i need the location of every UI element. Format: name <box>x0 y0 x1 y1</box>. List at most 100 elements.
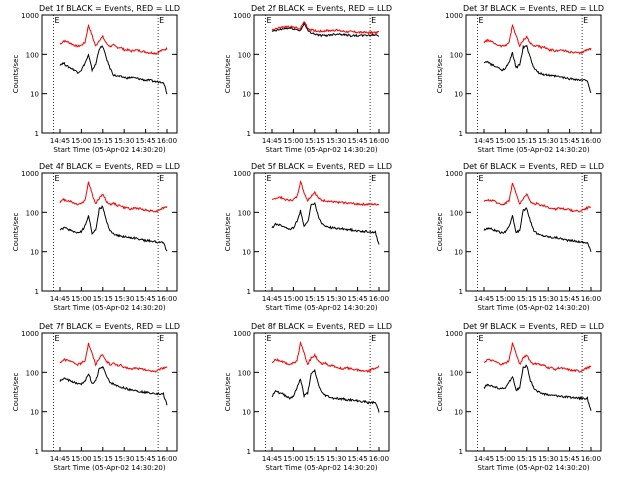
y-tick-label: 1 <box>247 448 251 456</box>
y-tick-label: 10 <box>454 91 463 99</box>
chart-panel-7: Det 7f BLACK = Events, RED = LLD 1 10 100 10… <box>12 322 180 472</box>
edge-marker: E <box>371 16 376 25</box>
series-line-events <box>484 44 592 94</box>
x-tick-label: 15:45 <box>560 455 580 463</box>
x-tick-label: 15:15 <box>305 455 325 463</box>
chart-panel-6: Det 6f BLACK = Events, RED = LLD 1 10 100 10… <box>436 162 604 312</box>
plot-frame <box>253 172 390 292</box>
y-tick-label: 100 <box>26 369 39 377</box>
y-tick-label: 10 <box>30 91 39 99</box>
y-tick-label: 10 <box>242 249 251 257</box>
y-tick-label: 1 <box>459 130 463 138</box>
plot-frame <box>41 332 178 452</box>
edge-marker: E <box>266 174 271 183</box>
x-tick-label: 15:45 <box>348 137 368 145</box>
chart-title: Det 2f BLACK = Events, RED = LLD <box>251 4 392 13</box>
series-line-events <box>483 206 592 252</box>
x-axis-label: Start Time (05-Apr-02 14:30:20) <box>265 304 377 312</box>
series-line-lld <box>483 182 591 213</box>
y-tick-label: 1 <box>35 130 39 138</box>
series-line-events <box>271 22 380 38</box>
edge-marker: E <box>583 16 588 25</box>
y-tick-label: 100 <box>26 209 39 217</box>
y-axis-label: Counts/sec <box>436 55 444 94</box>
chart-title: Det 7f BLACK = Events, RED = LLD <box>39 322 180 331</box>
edge-marker: E <box>371 334 376 343</box>
x-tick-label: 16:00 <box>369 137 389 145</box>
x-axis-label: Start Time (05-Apr-02 14:30:20) <box>53 146 165 154</box>
plot-frame <box>253 332 390 452</box>
series-line-lld <box>59 342 168 373</box>
y-tick-label: 1000 <box>445 170 463 178</box>
x-tick-label: 14:45 <box>474 455 494 463</box>
plot-frame <box>41 14 178 134</box>
x-tick-label: 15:45 <box>348 295 368 303</box>
chart-title: Det 6f BLACK = Events, RED = LLD <box>463 162 604 171</box>
x-tick-label: 15:15 <box>517 455 537 463</box>
x-tick-label: 15:15 <box>517 137 537 145</box>
y-tick-label: 10 <box>30 409 39 417</box>
x-tick-label: 15:45 <box>136 295 156 303</box>
edge-marker: E <box>159 174 164 183</box>
plot-frame <box>253 14 390 134</box>
y-axis-label: Counts/sec <box>12 213 20 252</box>
edge-marker: E <box>371 174 376 183</box>
x-tick-label: 16:00 <box>581 295 601 303</box>
y-tick-label: 1 <box>459 288 463 296</box>
x-tick-label: 14:45 <box>262 295 282 303</box>
y-axis-label: Counts/sec <box>12 373 20 412</box>
edge-marker: E <box>54 16 59 25</box>
x-axis-label: Start Time (05-Apr-02 14:30:20) <box>477 304 589 312</box>
y-tick-label: 100 <box>450 51 463 59</box>
x-axis-label: Start Time (05-Apr-02 14:30:20) <box>477 464 589 472</box>
y-tick-label: 10 <box>454 249 463 257</box>
chart-title: Det 3f BLACK = Events, RED = LLD <box>463 4 604 13</box>
plot-frame <box>465 332 602 452</box>
x-tick-label: 15:30 <box>114 295 134 303</box>
x-tick-label: 15:30 <box>538 137 558 145</box>
x-tick-label: 15:30 <box>114 137 134 145</box>
x-tick-label: 15:45 <box>136 455 156 463</box>
x-tick-label: 15:00 <box>495 295 515 303</box>
x-tick-label: 15:30 <box>114 455 134 463</box>
y-axis-label: Counts/sec <box>12 55 20 94</box>
edge-marker: E <box>159 16 164 25</box>
chart-panel-4: Det 4f BLACK = Events, RED = LLD 1 10 100 10… <box>12 162 180 312</box>
x-tick-label: 15:00 <box>283 137 303 145</box>
edge-marker: E <box>159 334 164 343</box>
chart-title: Det 5f BLACK = Events, RED = LLD <box>251 162 392 171</box>
x-tick-label: 14:45 <box>50 295 70 303</box>
x-tick-label: 15:30 <box>326 455 346 463</box>
x-tick-label: 15:30 <box>538 455 558 463</box>
x-tick-label: 16:00 <box>157 295 177 303</box>
series-line-lld <box>271 179 380 207</box>
y-axis-label: Counts/sec <box>224 373 232 412</box>
chart-panel-2: Det 2f BLACK = Events, RED = LLD 1 10 100 10… <box>224 4 392 154</box>
series-line-lld <box>59 181 168 213</box>
plot-frame <box>41 172 178 292</box>
x-tick-label: 15:15 <box>93 455 113 463</box>
series-line-events <box>59 204 168 252</box>
x-tick-label: 15:00 <box>71 295 91 303</box>
chart-panel-8: Det 8f BLACK = Events, RED = LLD 1 10 100 10… <box>224 322 392 472</box>
edge-marker: E <box>478 16 483 25</box>
y-tick-label: 1000 <box>445 330 463 338</box>
x-tick-label: 15:00 <box>283 455 303 463</box>
x-axis-label: Start Time (05-Apr-02 14:30:20) <box>265 464 377 472</box>
y-tick-label: 1 <box>35 448 39 456</box>
x-tick-label: 15:00 <box>495 455 515 463</box>
edge-marker: E <box>583 334 588 343</box>
x-axis-label: Start Time (05-Apr-02 14:30:20) <box>53 304 165 312</box>
chart-title: Det 1f BLACK = Events, RED = LLD <box>39 4 180 13</box>
y-axis-label: Counts/sec <box>224 55 232 94</box>
y-axis-label: Counts/sec <box>436 373 444 412</box>
y-tick-label: 10 <box>454 409 463 417</box>
edge-marker: E <box>478 334 483 343</box>
y-tick-label: 1000 <box>233 330 251 338</box>
y-tick-label: 1000 <box>445 12 463 20</box>
series-line-events <box>483 364 592 411</box>
series-line-lld <box>483 342 592 373</box>
y-tick-label: 1000 <box>21 12 39 20</box>
y-tick-label: 100 <box>450 369 463 377</box>
